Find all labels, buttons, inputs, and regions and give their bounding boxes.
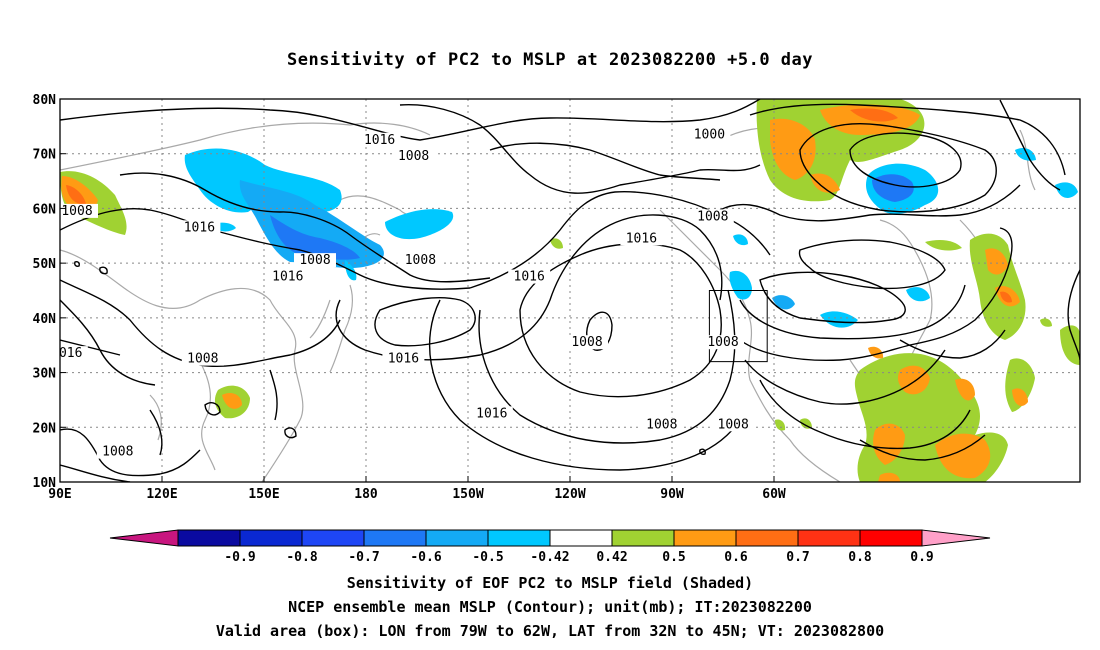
colorbar-label: 0.5 — [662, 550, 685, 565]
contour-label-bg — [181, 351, 224, 366]
colorbar-bin — [673, 529, 737, 547]
contour-label-bg — [620, 231, 663, 246]
colorbar-label: 0.42 — [596, 550, 627, 565]
colorbar-bin — [425, 529, 489, 547]
colorbar-bin — [177, 529, 241, 547]
contour-label: 1016 — [184, 220, 215, 235]
colorbar-label: -0.6 — [410, 550, 441, 565]
valid-area-box — [708, 290, 768, 363]
colorbar-label: -0.42 — [530, 550, 569, 565]
colorbar-bin — [735, 529, 799, 547]
colorbar-label: 0.6 — [724, 550, 748, 565]
colorbar-bin — [239, 529, 303, 547]
contour-label-bg — [178, 220, 221, 235]
contour-label-bg — [691, 209, 734, 224]
contour-label: 1008 — [61, 204, 92, 219]
lat-tick-label: 10N — [33, 476, 57, 491]
lat-lon-grid — [60, 99, 1080, 482]
contour-label-bg — [640, 417, 683, 432]
contour-label: 1008 — [697, 209, 728, 224]
caption-shading: Sensitivity of EOF PC2 to MSLP field (Sh… — [346, 574, 754, 592]
colorbar-bin — [363, 529, 427, 547]
contour-label: 1016 — [51, 346, 82, 361]
lon-tick-label: 90W — [660, 487, 684, 502]
longitude-axis: 90E 120E 150E 180 150W 120W 90W 60W — [48, 476, 786, 502]
contour-label: 1008 — [707, 335, 738, 350]
positive-sensitivity-shading — [60, 99, 1080, 482]
lon-tick-label: 60W — [762, 487, 786, 502]
contour-label: 1016 — [514, 270, 545, 285]
contour-label: 1008 — [299, 253, 330, 268]
latitude-axis: 80N 70N 60N 50N 40N 30N 20N 10N — [33, 93, 66, 491]
lat-tick-label: 30N — [33, 367, 57, 382]
contour-label-bg — [399, 253, 442, 268]
contour-label: 1000 — [694, 127, 725, 142]
lat-tick-label: 40N — [33, 312, 57, 327]
contour-label-bg — [566, 335, 608, 350]
caption-valid-area: Valid area (box): LON from 79W to 62W, L… — [215, 622, 885, 640]
contour-label: 1008 — [405, 253, 436, 268]
lat-tick-label: 50N — [33, 257, 57, 272]
colorbar-low-arrow — [109, 529, 179, 547]
contour-label-bg — [470, 406, 513, 421]
lon-tick-label: 180 — [354, 487, 378, 502]
lat-tick-label: 80N — [33, 93, 57, 108]
contour-label-bg — [60, 203, 98, 218]
contour-label: 1008 — [571, 335, 602, 350]
colorbar-label: -0.5 — [472, 550, 503, 565]
contour-label-bg — [392, 149, 435, 164]
lat-tick-label: 60N — [33, 202, 57, 217]
contour-label: 1008 — [646, 417, 677, 432]
lon-tick-label: 150W — [452, 487, 483, 502]
contour-label: 1008 — [398, 149, 429, 164]
colorbar-bin — [797, 529, 861, 547]
contour-label-bg — [688, 127, 731, 142]
contour-label: 1016 — [364, 133, 395, 148]
lon-tick-label: 150E — [248, 487, 279, 502]
contour-label: 1008 — [718, 417, 749, 432]
contour-label: 1016 — [272, 270, 303, 285]
contour-label-bg — [96, 444, 139, 459]
lon-tick-label: 120E — [146, 487, 177, 502]
mslp-contours — [60, 99, 1080, 482]
colorbar-label: 0.7 — [786, 550, 809, 565]
contour-label: 1016 — [626, 231, 657, 246]
contour-label: 1008 — [102, 445, 133, 460]
colorbar: -0.9 -0.8 -0.7 -0.6 -0.5 -0.42 0.42 0.5 0.6 0.7 0.… — [109, 529, 991, 565]
colorbar-bin — [611, 529, 675, 547]
colorbar-high-arrow — [921, 529, 991, 547]
colorbar-bin — [301, 529, 365, 547]
lat-tick-label: 70N — [33, 148, 57, 163]
contour-label-bg — [266, 269, 309, 284]
contour-label: 1016 — [388, 352, 419, 367]
contour-label: 1016 — [476, 406, 507, 421]
caption-contour: NCEP ensemble mean MSLP (Contour); unit(… — [288, 598, 812, 616]
colorbar-label: -0.9 — [224, 550, 255, 565]
colorbar-label: -0.8 — [286, 550, 317, 565]
contour-label-bg — [60, 346, 88, 361]
colorbar-label: 0.9 — [910, 550, 933, 565]
lon-tick-label: 120W — [554, 487, 585, 502]
colorbar-bin — [549, 529, 613, 547]
colorbar-bin — [487, 529, 551, 547]
contour-label-bg — [358, 132, 401, 147]
map-title: Sensitivity of PC2 to MSLP at 2023082200… — [286, 50, 813, 70]
colorbar-label: -0.7 — [348, 550, 379, 565]
contour-label: 1008 — [187, 352, 218, 367]
contour-label-bg — [702, 335, 744, 350]
colorbar-label: 0.8 — [848, 550, 872, 565]
contour-label-bg — [508, 269, 551, 284]
contour-label-bg — [382, 351, 425, 366]
contour-label-bg — [294, 253, 336, 268]
lon-tick-label: 90E — [48, 487, 71, 502]
contour-label-bg — [712, 417, 755, 432]
colorbar-bin — [859, 529, 923, 547]
lat-tick-label: 20N — [33, 421, 57, 436]
